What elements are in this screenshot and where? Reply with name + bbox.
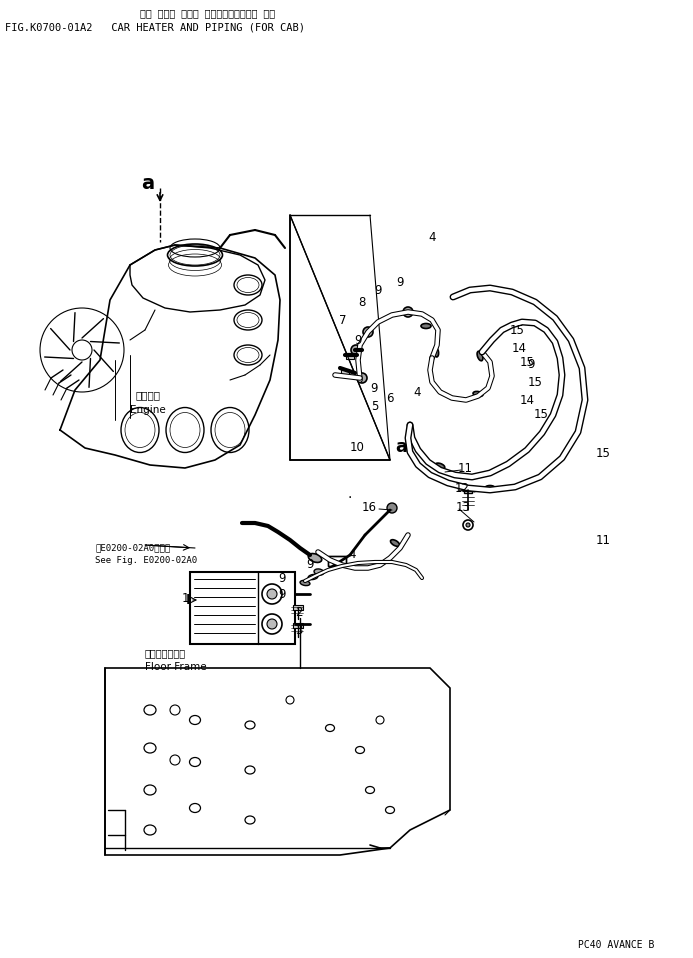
Ellipse shape [314, 569, 324, 575]
Circle shape [267, 619, 277, 629]
Ellipse shape [477, 352, 483, 361]
Bar [293, 605, 303, 610]
Text: FIG.K0700-01A2   CAR HEATER AND PIPING (FOR CAB): FIG.K0700-01A2 CAR HEATER AND PIPING (FO… [5, 22, 305, 32]
Bar [293, 623, 303, 628]
Text: a: a [395, 438, 407, 456]
Text: 9: 9 [279, 587, 286, 601]
Circle shape [351, 345, 361, 355]
Text: ·: · [348, 491, 352, 505]
Text: 4: 4 [428, 231, 436, 243]
Bar [328, 556, 346, 566]
Ellipse shape [433, 347, 439, 357]
Bar [190, 572, 295, 644]
Circle shape [466, 523, 470, 527]
Text: 16: 16 [362, 500, 377, 513]
Text: 4: 4 [348, 549, 356, 561]
Text: 3: 3 [295, 624, 302, 636]
Ellipse shape [308, 554, 322, 562]
Text: 7: 7 [340, 313, 346, 327]
Ellipse shape [485, 486, 495, 490]
Text: 1: 1 [182, 591, 189, 604]
Circle shape [387, 503, 397, 513]
Text: 9: 9 [306, 559, 314, 572]
Text: 15: 15 [510, 324, 525, 336]
Text: PC40 AVANCE B: PC40 AVANCE B [578, 940, 654, 950]
Text: 6: 6 [386, 392, 394, 404]
Text: 14: 14 [520, 394, 535, 406]
Text: ※E0200-02A0図参照: ※E0200-02A0図参照 [95, 543, 170, 552]
Text: Engine: Engine [130, 405, 166, 415]
Text: 15: 15 [528, 376, 543, 389]
Text: 12: 12 [455, 482, 470, 494]
Circle shape [357, 373, 367, 383]
Bar [341, 369, 349, 375]
Text: I: I [186, 593, 191, 607]
Text: 9: 9 [279, 572, 286, 584]
Bar [328, 556, 346, 566]
Text: エンジン: エンジン [136, 390, 161, 400]
Text: 5: 5 [371, 399, 378, 413]
Text: 14: 14 [512, 341, 527, 354]
Circle shape [363, 327, 373, 337]
Text: 4: 4 [413, 385, 421, 399]
Ellipse shape [421, 324, 431, 329]
Circle shape [463, 520, 473, 530]
Text: a: a [141, 173, 155, 193]
Ellipse shape [300, 581, 310, 585]
Text: 8: 8 [358, 295, 366, 308]
Text: 9: 9 [374, 284, 382, 296]
Circle shape [267, 589, 277, 599]
Bar [464, 488, 472, 493]
Text: 11: 11 [458, 462, 473, 474]
Text: 15: 15 [534, 408, 549, 422]
Text: フロアフレーム: フロアフレーム [145, 648, 186, 658]
Text: カー ヒータ および パイピング（キャブ 用）: カー ヒータ および パイピング（キャブ 用） [140, 8, 275, 18]
Text: 15: 15 [596, 446, 611, 460]
Ellipse shape [390, 539, 399, 546]
Bar [346, 353, 354, 359]
Ellipse shape [308, 575, 318, 580]
Ellipse shape [473, 392, 483, 397]
Text: See Fig. E0200-02A0: See Fig. E0200-02A0 [95, 556, 197, 565]
Text: 9: 9 [527, 358, 534, 372]
Circle shape [403, 307, 413, 317]
Text: 9: 9 [370, 381, 378, 395]
Text: 9: 9 [396, 277, 404, 289]
Ellipse shape [435, 463, 445, 468]
Text: 9: 9 [354, 333, 362, 347]
Text: 11: 11 [596, 534, 611, 546]
Text: Floor Frame: Floor Frame [145, 662, 207, 672]
Text: 13: 13 [456, 500, 471, 513]
Text: 15: 15 [520, 356, 535, 370]
Text: 2: 2 [295, 606, 303, 620]
Text: 10: 10 [350, 441, 365, 453]
